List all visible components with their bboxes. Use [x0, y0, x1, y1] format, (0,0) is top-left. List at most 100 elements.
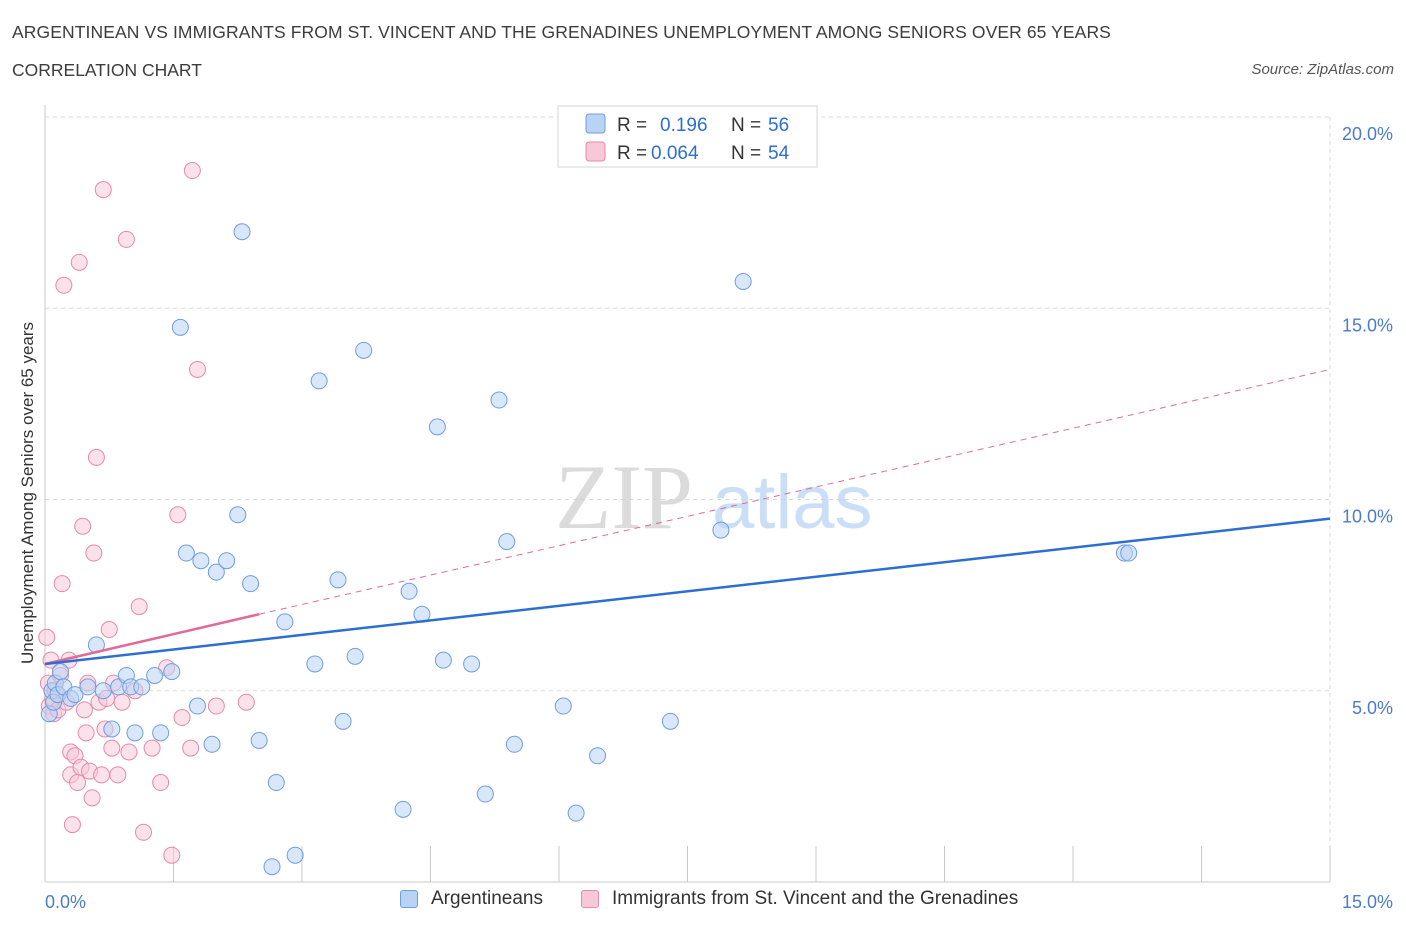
data-point-immigrants — [103, 739, 121, 757]
data-point-argentineans — [152, 724, 170, 742]
x-tick-label: 15.0% — [1342, 892, 1393, 912]
stats-r-label-blue: R = — [617, 115, 647, 136]
data-point-argentineans — [712, 521, 730, 539]
data-point-argentineans — [94, 682, 112, 700]
chart-subtitle: CORRELATION CHART — [12, 60, 202, 80]
data-point-argentineans — [490, 391, 508, 409]
trend-line-argentineans — [44, 517, 1331, 666]
source-note: Source: ZipAtlas.com — [1251, 61, 1394, 78]
data-point-argentineans — [126, 724, 144, 742]
data-point-argentineans — [146, 666, 164, 684]
data-point-argentineans — [567, 804, 585, 822]
data-point-argentineans — [434, 651, 452, 669]
data-point-argentineans — [589, 747, 607, 765]
legend-swatch-immigrants — [581, 890, 599, 908]
data-point-immigrants — [87, 448, 105, 466]
data-point-argentineans — [103, 720, 121, 738]
stats-r-value-blue: 0.196 — [660, 115, 708, 136]
data-point-immigrants — [53, 575, 71, 593]
stats-r-label-pink: R = — [617, 143, 647, 164]
stats-n-label-pink: N = — [731, 143, 761, 164]
data-point-immigrants — [117, 230, 135, 248]
data-point-argentineans — [476, 785, 494, 803]
data-point-immigrants — [130, 598, 148, 616]
series-immigrants-points — [38, 162, 255, 864]
data-point-immigrants — [237, 693, 255, 711]
data-point-immigrants — [83, 789, 101, 807]
stats-n-label-blue: N = — [731, 115, 761, 136]
data-point-immigrants — [163, 846, 181, 864]
legend-item-immigrants: Immigrants from St. Vincent and the Gren… — [581, 888, 1018, 910]
data-point-argentineans — [554, 697, 572, 715]
data-point-argentineans — [218, 552, 236, 570]
data-point-argentineans — [661, 712, 679, 730]
data-point-immigrants — [75, 701, 93, 719]
data-point-immigrants — [207, 697, 225, 715]
data-point-argentineans — [734, 272, 752, 290]
data-point-argentineans — [242, 575, 260, 593]
data-point-immigrants — [143, 739, 161, 757]
data-point-argentineans — [267, 774, 285, 792]
data-point-argentineans — [346, 647, 364, 665]
data-point-immigrants — [85, 544, 103, 562]
data-point-argentineans — [310, 372, 328, 390]
stats-n-value-pink: 54 — [768, 143, 790, 164]
series-argentineans-points — [40, 223, 1138, 876]
data-point-immigrants — [38, 628, 56, 646]
data-point-argentineans — [207, 563, 225, 581]
data-point-immigrants — [63, 816, 81, 834]
data-point-argentineans — [400, 582, 418, 600]
data-point-argentineans — [133, 678, 151, 696]
y-tick-label: 10.0% — [1342, 507, 1393, 527]
chart-title: ARGENTINEAN VS IMMIGRANTS FROM ST. VINCE… — [12, 22, 1111, 42]
data-point-argentineans — [355, 341, 373, 359]
data-point-argentineans — [306, 655, 324, 673]
stats-legend-swatch-blue — [585, 113, 606, 134]
data-point-argentineans — [177, 544, 195, 562]
data-point-immigrants — [182, 739, 200, 757]
y-tick-label: 20.0% — [1342, 124, 1393, 144]
legend-item-argentineans: Argentineans — [400, 888, 543, 910]
trend-line-immigrants — [44, 613, 260, 666]
data-point-argentineans — [51, 663, 69, 681]
data-point-argentineans — [163, 663, 181, 681]
data-point-immigrants — [173, 709, 191, 727]
data-point-argentineans — [1120, 544, 1138, 562]
data-point-argentineans — [171, 318, 189, 336]
data-point-argentineans — [66, 686, 84, 704]
axes — [44, 105, 1331, 883]
data-point-immigrants — [74, 517, 92, 535]
data-point-argentineans — [463, 655, 481, 673]
data-point-immigrants — [77, 724, 95, 742]
trend-line-immigrants-dashed — [259, 368, 1331, 615]
x-tick-label: 0.0% — [45, 892, 86, 912]
data-point-immigrants — [93, 766, 111, 784]
y-tick-label: 5.0% — [1352, 698, 1393, 718]
data-point-immigrants — [152, 774, 170, 792]
data-point-argentineans — [329, 571, 347, 589]
data-point-argentineans — [394, 800, 412, 818]
data-point-immigrants — [169, 506, 187, 524]
data-point-argentineans — [188, 697, 206, 715]
data-point-argentineans — [498, 533, 516, 551]
watermark-zip: ZIP — [555, 446, 693, 548]
data-point-immigrants — [120, 743, 138, 761]
data-point-immigrants — [69, 774, 87, 792]
data-point-argentineans — [250, 731, 268, 749]
data-point-immigrants — [188, 360, 206, 378]
data-point-argentineans — [286, 846, 304, 864]
y-axis-label: Unemployment Among Seniors over 65 years — [18, 321, 37, 665]
data-point-argentineans — [505, 735, 523, 753]
data-point-argentineans — [229, 506, 247, 524]
trend-lines — [44, 368, 1331, 666]
data-point-immigrants — [100, 621, 118, 639]
data-point-immigrants — [183, 162, 201, 180]
stats-legend-swatch-pink — [585, 141, 606, 162]
data-point-immigrants — [135, 823, 153, 841]
data-point-argentineans — [233, 223, 251, 241]
legend-swatch-argentineans — [400, 890, 418, 908]
data-point-immigrants — [70, 253, 88, 271]
data-point-argentineans — [79, 678, 97, 696]
data-point-argentineans — [263, 858, 281, 876]
